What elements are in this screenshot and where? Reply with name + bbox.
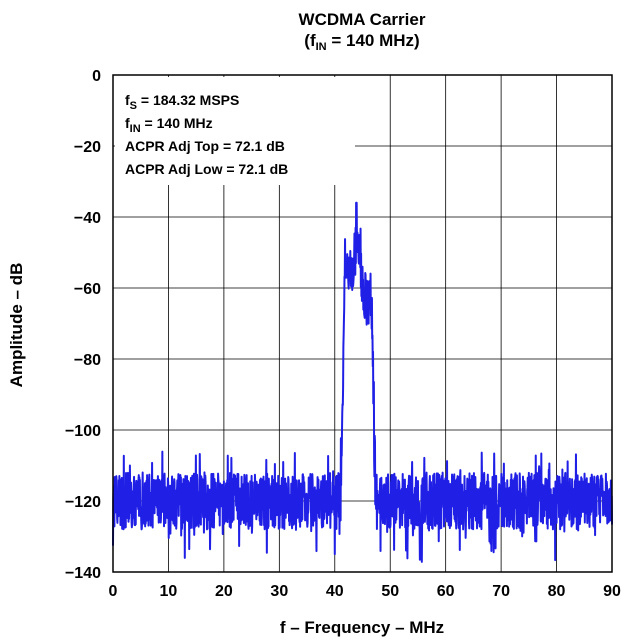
x-tick-label: 10 [160,583,178,600]
x-tick-label: 90 [603,583,621,600]
y-tick-label: −100 [65,423,101,440]
chart-subtitle-sub: IN [316,41,327,53]
y-tick-labels: 0 −20 −40 −60 −80 −100 −120 −140 [65,68,101,582]
annotation-rest: = 184.32 MSPS [137,92,239,108]
spectrum-series-line [112,201,613,563]
y-tick-label: −140 [65,565,101,582]
annotation-main: f [125,115,130,131]
x-tick-label: 30 [270,583,288,600]
chart-subtitle-suffix: = 140 MHz) [327,31,420,50]
chart-subtitle: (fIN = 140 MHz) [304,31,419,53]
y-tick-label: −120 [65,494,101,511]
annotation-text: ACPR Adj Top = 72.1 dB [125,138,285,154]
x-tick-label: 60 [437,583,455,600]
y-tick-label: −40 [74,210,101,227]
annotation-main: ACPR Adj Low = 72.1 dB [125,161,288,177]
annotation-text: ACPR Adj Low = 72.1 dB [125,161,288,177]
x-tick-label: 40 [326,583,344,600]
plot-frame [112,74,613,573]
annotation-sub: IN [130,123,141,135]
x-tick-label: 0 [109,583,118,600]
x-tick-label: 70 [492,583,510,600]
annotation-main: ACPR Adj Top = 72.1 dB [125,138,285,154]
y-axis-label: Amplitude – dB [7,263,26,388]
annotation-main: f [125,92,130,108]
x-tick-label: 20 [215,583,233,600]
x-tick-label: 80 [548,583,566,600]
x-axis-label: f – Frequency – MHz [280,618,444,637]
y-tick-label: −60 [74,281,101,298]
annotation-text: fS = 184.32 MSPS [125,92,239,112]
x-tick-labels: 0 10 20 30 40 50 60 70 80 90 [109,583,621,600]
y-tick-label: −80 [74,352,101,369]
chart-subtitle-prefix: (f [304,31,316,50]
series-layer [112,201,613,563]
annotation-rest: = 140 MHz [141,115,213,131]
y-tick-label: −20 [74,139,101,156]
annotation-background [115,77,355,185]
y-tick-label: 0 [92,68,101,85]
annotation-sub: S [130,100,137,112]
x-tick-label: 50 [381,583,399,600]
annotation-text: fIN = 140 MHz [125,115,213,135]
chart-title: WCDMA Carrier [299,10,426,29]
